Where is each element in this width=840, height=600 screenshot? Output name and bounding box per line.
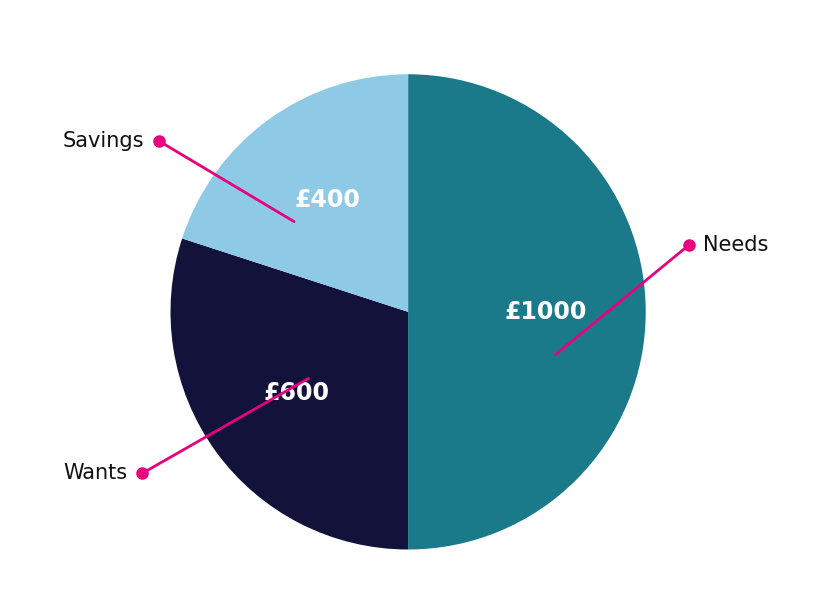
Text: Savings: Savings (63, 131, 144, 151)
Text: £600: £600 (264, 381, 329, 405)
Wedge shape (182, 74, 408, 312)
Text: Wants: Wants (64, 463, 128, 484)
Text: £1000: £1000 (505, 300, 587, 324)
Wedge shape (408, 74, 646, 550)
Wedge shape (171, 238, 408, 550)
Text: £400: £400 (294, 188, 360, 212)
Text: Needs: Needs (703, 235, 768, 256)
